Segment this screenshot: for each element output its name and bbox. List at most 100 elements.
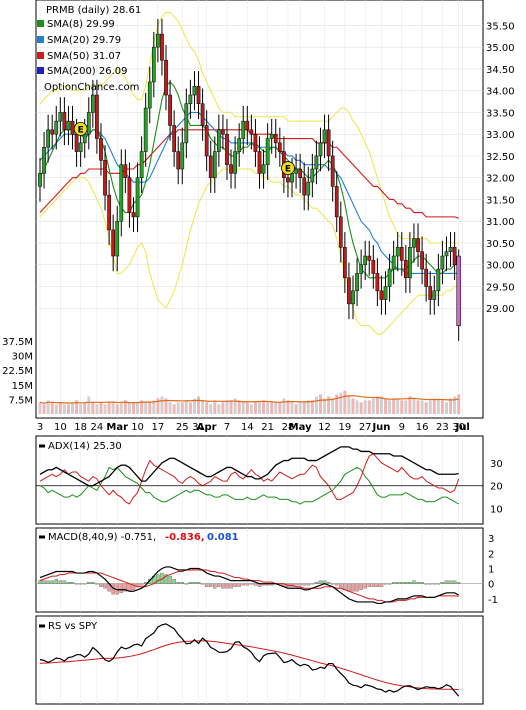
- candle-down: [347, 277, 351, 305]
- macd-histogram-bar: [91, 582, 95, 584]
- candle-up: [212, 151, 217, 178]
- volume-bar: [412, 398, 416, 414]
- macd-histogram-bar: [404, 582, 408, 584]
- volume-bar: [363, 400, 367, 414]
- candle-up: [294, 168, 298, 174]
- macd-histogram-bar: [440, 582, 445, 584]
- candle-up: [432, 290, 437, 300]
- candle-up: [355, 273, 359, 292]
- candle-down: [99, 138, 103, 161]
- volume-bar: [359, 402, 363, 414]
- price-tick-label: 33.50: [486, 108, 515, 119]
- macd-histogram-bar: [176, 582, 180, 584]
- candle-up: [314, 155, 319, 170]
- candle-down: [338, 216, 343, 248]
- macd-histogram-bar: [456, 582, 461, 584]
- macd-histogram-bar: [54, 578, 59, 584]
- macd-histogram-bar: [452, 580, 457, 584]
- volume-bar: [453, 396, 457, 414]
- macd-histogram-bar: [233, 583, 237, 587]
- candle-down: [208, 155, 213, 178]
- volume-bar: [314, 396, 318, 414]
- candle-down: [103, 160, 107, 196]
- adx-title: ADX(14) 25.30: [48, 441, 122, 452]
- volume-tick-label: 30M: [12, 352, 33, 363]
- volume-bar: [180, 402, 184, 414]
- rs-lines: [39, 623, 460, 697]
- macd-histogram-bar: [50, 580, 54, 584]
- volume-bar: [318, 394, 322, 414]
- volume-bar: [217, 404, 221, 414]
- candle-down: [50, 129, 55, 135]
- macd-histogram-bar: [225, 583, 229, 589]
- macd-histogram-bar: [213, 583, 217, 589]
- candle-up: [66, 120, 71, 131]
- volume-bar: [396, 398, 400, 414]
- macd-histogram-bar: [103, 583, 107, 589]
- candle-down: [168, 94, 172, 126]
- macd-histogram-bar: [351, 583, 355, 592]
- candle-up: [90, 94, 95, 113]
- volume-bar: [388, 400, 392, 414]
- macd-histogram-bar: [326, 582, 331, 584]
- volume-bar: [379, 396, 383, 414]
- candle-up: [269, 133, 274, 139]
- macd-histogram-bar: [245, 583, 250, 586]
- price-tick-label: 31.00: [486, 217, 515, 228]
- candle-down: [107, 194, 111, 231]
- volume-bar: [184, 400, 188, 414]
- volume-bar: [432, 398, 436, 414]
- candle-down: [403, 260, 408, 279]
- candle-down: [131, 212, 136, 218]
- volume-bar: [282, 398, 286, 414]
- volume-bar: [457, 394, 461, 414]
- macd-legend: MACD(8,40,9) -0.751, -0.836, 0.081: [39, 532, 239, 543]
- candle-down: [164, 59, 168, 96]
- candle-down: [225, 133, 229, 165]
- rs-average-line: [39, 640, 459, 691]
- rs-line: [39, 623, 460, 697]
- candle-down: [127, 177, 132, 213]
- adx-legend: ADX(14) 25.30: [39, 441, 122, 452]
- candle-up: [188, 94, 193, 104]
- macd-histogram-bar: [314, 582, 319, 584]
- volume-bar: [188, 402, 192, 414]
- x-tick-label: 9: [399, 422, 405, 433]
- candle-up: [391, 255, 396, 270]
- x-tick-label: 24: [91, 422, 104, 433]
- x-tick-label: 16: [416, 422, 429, 433]
- macd-histogram-bar: [99, 583, 103, 587]
- price-tick-label: 32.50: [486, 152, 515, 163]
- earnings-marker-label: E: [78, 125, 84, 135]
- volume-bar: [331, 398, 335, 414]
- candle-up: [436, 268, 441, 292]
- legend-swatch-sma200: [37, 67, 44, 74]
- volume-bar: [262, 400, 266, 414]
- volume-bar: [416, 400, 420, 414]
- volume-bar: [205, 402, 209, 414]
- volume-bar: [294, 404, 298, 414]
- macd-histogram-bar: [168, 575, 172, 584]
- macd-histogram-bar: [70, 582, 75, 584]
- volume-bar: [160, 396, 164, 414]
- volume-bar: [237, 400, 241, 414]
- volume-bar: [201, 400, 205, 414]
- volume-bar: [58, 402, 62, 414]
- candle-down: [420, 251, 424, 270]
- earnings-marker-label: E: [285, 165, 291, 175]
- candle-up: [233, 151, 237, 174]
- x-tick-label: May: [289, 422, 312, 433]
- volume-bar: [115, 404, 119, 414]
- macd-histogram-bar: [444, 580, 449, 584]
- volume-bar: [323, 398, 327, 414]
- macd-histogram-bar: [298, 583, 302, 586]
- volume-bar: [274, 402, 278, 414]
- price-tick-label: 33.00: [486, 130, 515, 141]
- macd-histogram-bar: [253, 583, 258, 586]
- volume-bar: [400, 400, 404, 414]
- candle-up: [135, 177, 140, 218]
- volume-bar: [148, 402, 152, 414]
- macd-histogram-bar: [127, 583, 132, 592]
- volume-bar: [241, 402, 245, 414]
